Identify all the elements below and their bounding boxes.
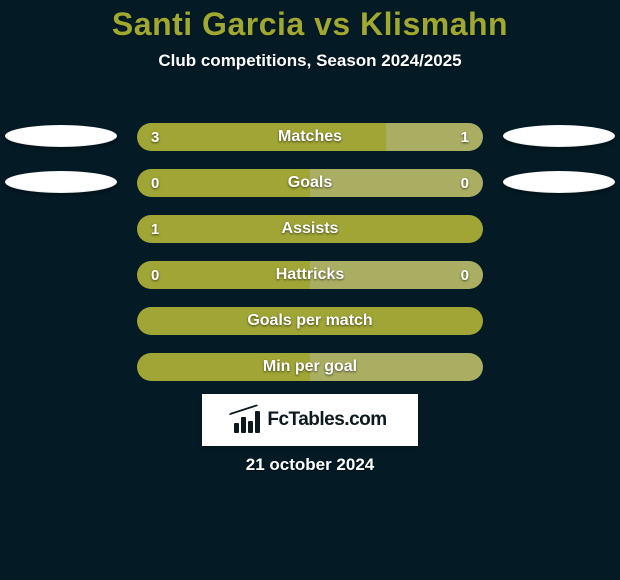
logo-text: FcTables.com — [267, 409, 386, 431]
comparison-infographic: Santi Garcia vs Klismahn Club competitio… — [0, 0, 620, 580]
stat-bar-track: Matches31 — [137, 123, 483, 151]
stat-bar-left-segment — [137, 215, 483, 243]
logo-bar-icon — [241, 417, 246, 433]
logo-bar-icon — [234, 423, 239, 433]
stat-bar-left-segment — [137, 261, 310, 289]
stat-rows: Matches31 Goals00 Assists1 Hattricks00 Goals… — [0, 123, 620, 399]
left-player-badge — [5, 171, 117, 193]
page-title: Santi Garcia vs Klismahn — [0, 0, 620, 43]
date-text: 21 october 2024 — [0, 455, 620, 475]
logo-bar-icon — [248, 421, 253, 433]
stat-row-goals_per_match: Goals per match — [0, 307, 620, 335]
stat-bar-right-segment — [310, 261, 483, 289]
stat-bar-right-segment — [386, 123, 483, 151]
stat-row-assists: Assists1 — [0, 215, 620, 243]
stat-row-matches: Matches31 — [0, 123, 620, 151]
stat-row-goals: Goals00 — [0, 169, 620, 197]
stat-bar-left-segment — [137, 123, 386, 151]
stat-bar-track: Goals00 — [137, 169, 483, 197]
right-player-badge — [503, 171, 615, 193]
stat-bar-left-segment — [137, 169, 310, 197]
logo-bar-icon — [255, 411, 260, 433]
stat-bar-right-segment — [310, 353, 483, 381]
logo-box: FcTables.com — [202, 394, 418, 446]
logo-chart-icon — [233, 407, 261, 433]
stat-bar-left-segment — [137, 353, 310, 381]
subtitle: Club competitions, Season 2024/2025 — [0, 51, 620, 71]
left-player-badge — [5, 125, 117, 147]
stat-bar-track: Hattricks00 — [137, 261, 483, 289]
right-player-badge — [503, 125, 615, 147]
stat-row-min_per_goal: Min per goal — [0, 353, 620, 381]
stat-bar-track: Assists1 — [137, 215, 483, 243]
stat-bar-right-segment — [310, 169, 483, 197]
stat-bar-track: Min per goal — [137, 353, 483, 381]
stat-row-hattricks: Hattricks00 — [0, 261, 620, 289]
stat-bar-left-segment — [137, 307, 483, 335]
stat-bar-track: Goals per match — [137, 307, 483, 335]
